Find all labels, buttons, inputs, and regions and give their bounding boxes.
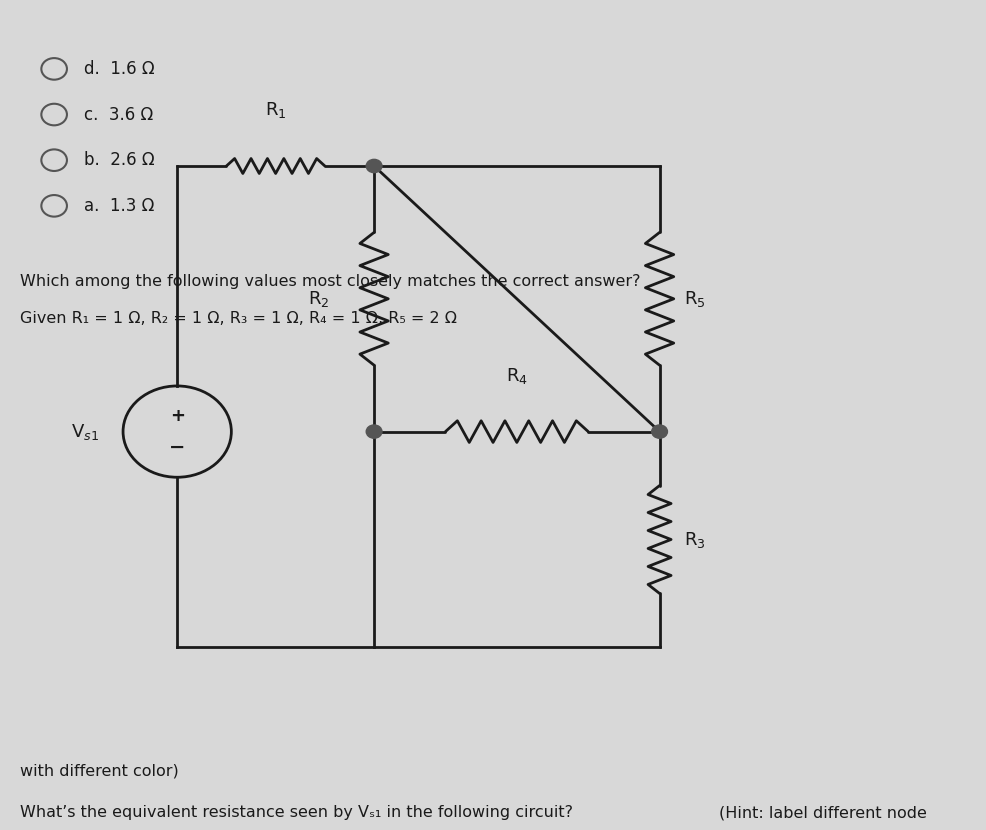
Text: with different color): with different color): [20, 764, 178, 779]
Text: V$_{s1}$: V$_{s1}$: [71, 422, 99, 442]
Text: c.  3.6 Ω: c. 3.6 Ω: [84, 105, 153, 124]
Text: (Hint: label different node: (Hint: label different node: [719, 805, 927, 820]
Text: a.  1.3 Ω: a. 1.3 Ω: [84, 197, 154, 215]
Text: Given R₁ = 1 Ω, R₂ = 1 Ω, R₃ = 1 Ω, R₄ = 1 Ω, R₅ = 2 Ω: Given R₁ = 1 Ω, R₂ = 1 Ω, R₃ = 1 Ω, R₄ =…: [20, 311, 457, 326]
Text: R$_5$: R$_5$: [684, 289, 706, 309]
Text: R$_2$: R$_2$: [309, 289, 329, 309]
Text: R$_4$: R$_4$: [506, 366, 528, 386]
Text: −: −: [169, 438, 185, 457]
Text: R$_3$: R$_3$: [684, 530, 706, 549]
Text: Which among the following values most closely matches the correct answer?: Which among the following values most cl…: [20, 274, 640, 289]
Text: d.  1.6 Ω: d. 1.6 Ω: [84, 60, 154, 78]
Text: +: +: [170, 407, 184, 425]
Circle shape: [366, 159, 382, 173]
Text: b.  2.6 Ω: b. 2.6 Ω: [84, 151, 154, 169]
Text: R$_1$: R$_1$: [265, 100, 286, 120]
Circle shape: [366, 425, 382, 438]
Text: What’s the equivalent resistance seen by Vₛ₁ in the following circuit?: What’s the equivalent resistance seen by…: [20, 805, 573, 820]
Circle shape: [652, 425, 668, 438]
